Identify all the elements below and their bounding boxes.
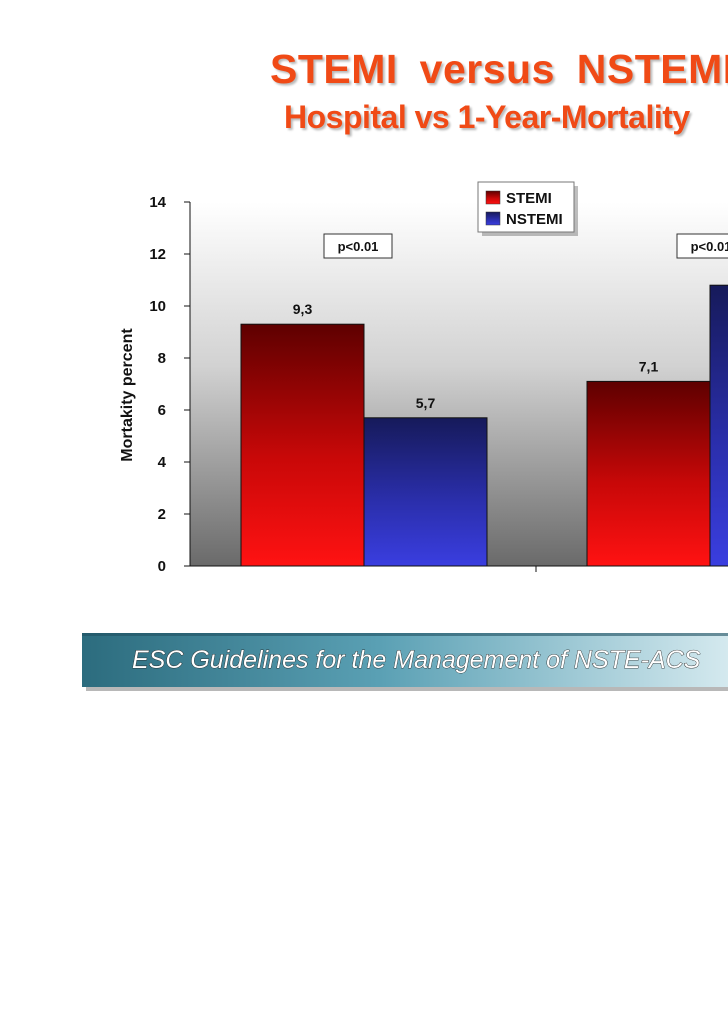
- y-tick-label: 2: [158, 506, 166, 523]
- legend-label-stemi: STEMI: [506, 190, 552, 207]
- y-tick-label: 4: [158, 454, 167, 471]
- legend-swatch-nstemi: [485, 211, 501, 226]
- slide-title: STEMI versus NSTEMI: [270, 46, 728, 92]
- banner-text: ESC Guidelines for the Management of NST…: [132, 646, 701, 674]
- legend: STEMI NSTEMI: [477, 181, 578, 236]
- data-label-stemi-2: 7,1: [639, 358, 659, 374]
- bar-stemi-1: [240, 323, 365, 567]
- p-value-one-year: p<0.01: [691, 239, 728, 254]
- y-tick-label: 12: [149, 246, 166, 263]
- p-value-box-one-year: p<0.01: [676, 233, 728, 259]
- data-label-nstemi-1: 5,7: [416, 395, 436, 411]
- data-label-stemi-1: 9,3: [293, 301, 313, 317]
- p-value-hospital: p<0.01: [338, 239, 379, 254]
- y-tick-label: 6: [158, 402, 166, 419]
- p-value-box-hospital: p<0.01: [323, 233, 393, 259]
- y-tick-label: 14: [149, 194, 166, 211]
- bar-nstemi-1: [363, 417, 488, 567]
- y-tick-label: 8: [158, 350, 166, 367]
- legend-swatch-stemi: [485, 190, 501, 205]
- bar-stemi-2: [586, 380, 711, 567]
- banner: ESC Guidelines for the Management of NST…: [82, 633, 728, 691]
- bar-nstemi-2: [709, 284, 728, 567]
- y-axis-label: Mortakity percent: [119, 328, 136, 462]
- legend-label-nstemi: NSTEMI: [506, 211, 563, 228]
- y-tick-label: 10: [149, 298, 166, 315]
- slide-subtitle: Hospital vs 1-Year-Mortality: [284, 99, 690, 135]
- y-tick-label: 0: [158, 558, 166, 575]
